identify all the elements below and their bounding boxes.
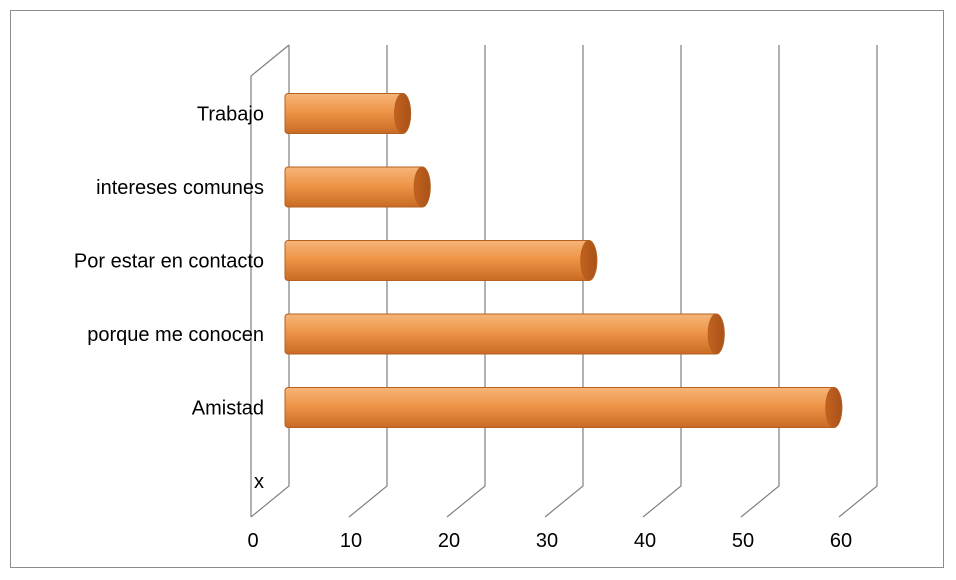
gridline-50 xyxy=(740,45,780,518)
category-label: Por estar en contacto xyxy=(74,251,264,273)
bar xyxy=(284,387,843,428)
gridline-60 xyxy=(838,45,878,518)
category-label: intereses comunes xyxy=(96,177,264,199)
bar xyxy=(284,313,725,355)
chart-frame: 0 10 20 30 40 50 60 x Amistad porque me conocen Po… xyxy=(10,10,944,568)
x-tick-label: 60 xyxy=(830,530,852,552)
category-label: porque me conocen xyxy=(87,324,264,346)
x-tick-label: 50 xyxy=(732,530,754,552)
bars xyxy=(284,93,843,428)
x-tick-label: 30 xyxy=(536,530,558,552)
category-label: x xyxy=(254,471,264,493)
labels: 0 10 20 30 40 50 60 x Amistad porque me conocen Po… xyxy=(74,104,852,553)
bar xyxy=(284,240,598,281)
x-tick-label: 0 xyxy=(247,530,258,552)
x-tick-label: 40 xyxy=(634,530,656,552)
x-tick-label: 10 xyxy=(340,530,362,552)
side-wall xyxy=(250,44,290,517)
bar xyxy=(284,166,431,208)
x-tick-label: 20 xyxy=(438,530,460,552)
gridline-30 xyxy=(544,45,584,518)
bar xyxy=(284,93,412,134)
category-label: Trabajo xyxy=(197,104,264,126)
bar-chart: 0 10 20 30 40 50 60 x Amistad porque me conocen Po… xyxy=(74,44,878,553)
gridline-40 xyxy=(642,45,682,518)
category-label: Amistad xyxy=(192,398,264,420)
gridline-20 xyxy=(446,45,486,518)
